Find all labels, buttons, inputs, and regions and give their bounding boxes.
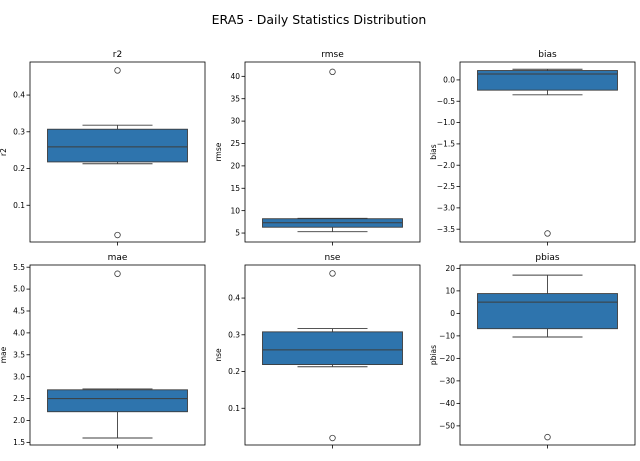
outlier-point	[114, 270, 121, 277]
y-axis-label: bias	[429, 144, 438, 159]
panel-title: mae	[108, 253, 128, 263]
y-tick-label: −1.0	[437, 118, 455, 127]
outlier-point	[329, 434, 336, 442]
y-tick-label: −1.5	[437, 139, 455, 148]
box-iqr	[477, 70, 618, 91]
y-tick-label: −3.5	[437, 225, 455, 234]
y-tick-label: 0.4	[13, 91, 25, 100]
panel-title: bias	[538, 50, 557, 60]
y-tick-label: 3.0	[13, 372, 25, 381]
panel-mae: mae mae 1.5 2.0 2.5 3.0 3.5 4.0 4.5 5.0 5.5	[0, 253, 206, 449]
panel-title: rmse	[321, 50, 344, 60]
panel-rmse: rmse rmse 5 10 15 20 25 30 35 40	[214, 50, 421, 246]
y-tick-label: 5.5	[13, 263, 25, 272]
y-tick-label: −50	[439, 421, 455, 430]
y-tick-label: −2.0	[437, 161, 455, 170]
y-axis-label: nse	[214, 348, 223, 362]
y-tick-label: 1.5	[13, 438, 25, 447]
box-iqr	[47, 389, 188, 413]
y-tick-label: 0	[450, 309, 455, 318]
y-tick-label: 4.0	[13, 328, 25, 337]
y-tick-label: 0.3	[228, 330, 240, 339]
y-tick-label: 30	[230, 117, 240, 126]
y-tick-label: −20	[439, 354, 455, 363]
axes-frame	[29, 264, 206, 446]
y-tick-label: 0.2	[228, 367, 240, 376]
box-iqr	[477, 293, 618, 330]
y-tick-label: 0.1	[13, 201, 25, 210]
axes-frame	[459, 264, 636, 446]
panel-title: pbias	[535, 253, 559, 263]
panels: r2 r2 0.1 0.2 0.3 0.4 rmse rmse 5 10 15 20 25 30 35 40 b…	[0, 50, 636, 449]
axes-frame	[244, 61, 421, 243]
y-tick-label: −3.0	[437, 203, 455, 212]
panel-title: nse	[325, 253, 341, 263]
y-tick-label: 5.0	[13, 285, 25, 294]
outlier-point	[544, 230, 551, 237]
box-iqr	[262, 331, 403, 366]
panel-r2: r2 r2 0.1 0.2 0.3 0.4	[0, 50, 206, 246]
figure-title: ERA5 - Daily Statistics Distribution	[212, 12, 427, 27]
y-tick-label: −30	[439, 376, 455, 385]
y-tick-label: 25	[230, 139, 240, 148]
y-tick-label: −10	[439, 331, 455, 340]
y-tick-label: 15	[230, 184, 240, 193]
y-tick-label: −40	[439, 399, 455, 408]
y-axis-label: r2	[0, 148, 8, 156]
y-tick-label: 40	[230, 72, 240, 81]
outlier-point	[114, 67, 121, 74]
y-tick-label: 20	[230, 161, 240, 170]
panel-nse: nse nse 0.1 0.2 0.3 0.4	[214, 253, 421, 449]
axes-frame	[459, 61, 636, 243]
y-tick-label: 10	[445, 286, 455, 295]
box-iqr	[47, 128, 188, 163]
y-tick-label: 0.2	[13, 164, 25, 173]
y-tick-label: 2.5	[13, 394, 25, 403]
y-axis-label: mae	[0, 346, 8, 363]
y-tick-label: 0.4	[228, 294, 240, 303]
panel-pbias: pbias pbias 20 10 0 −10 −20 −30 −40 −50	[429, 253, 636, 449]
outlier-point	[544, 433, 551, 441]
y-tick-label: 4.5	[13, 307, 25, 316]
outlier-point	[329, 270, 336, 277]
y-axis-label: pbias	[429, 345, 438, 365]
y-tick-label: −2.5	[437, 182, 455, 191]
y-tick-label: 10	[230, 206, 240, 215]
axes-frame	[29, 61, 206, 243]
y-tick-label: 35	[230, 94, 240, 103]
outlier-point	[114, 231, 121, 239]
y-tick-label: 0.3	[13, 127, 25, 136]
y-tick-label: 5	[235, 229, 240, 238]
outlier-point	[329, 68, 336, 76]
y-tick-label: 2.0	[13, 416, 25, 425]
y-axis-label: rmse	[214, 142, 223, 161]
y-tick-label: 0.1	[228, 404, 240, 413]
y-tick-label: 3.5	[13, 350, 25, 359]
y-tick-label: 0.0	[443, 76, 455, 85]
panel-title: r2	[113, 50, 122, 60]
y-tick-label: 20	[445, 264, 455, 273]
panel-bias: bias bias 0.0 −0.5 −1.0 −1.5 −2.0 −2.5 −3.0 −3.5	[429, 50, 636, 246]
axes-frame	[244, 264, 421, 446]
y-tick-label: −0.5	[437, 97, 455, 106]
